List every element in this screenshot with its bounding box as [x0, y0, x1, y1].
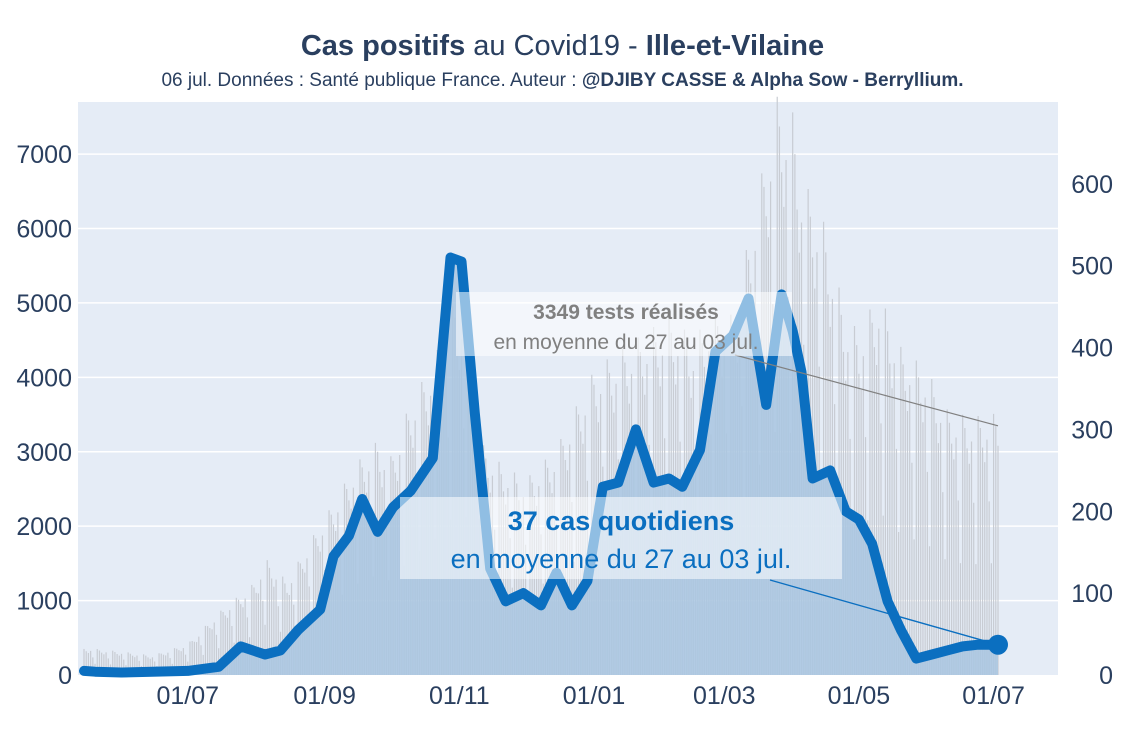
chart-title: Cas positifs au Covid19 - Ille-et-Vilain…: [0, 30, 1125, 63]
y-left-tick-label: 6000: [16, 216, 72, 244]
y-right-tick-label: 600: [1071, 171, 1113, 199]
x-axis-ticks: 01/07 01/09 01/11 01/01 01/03 01/05 01/07: [156, 682, 1024, 710]
title-region: Ille-et-Vilaine: [645, 30, 825, 62]
tests-annotation-box: [456, 292, 792, 356]
subtitle-bold: @DJIBY CASSE & Alpha Sow - Berryllium.: [581, 70, 964, 91]
title-bold: Cas positifs: [300, 30, 466, 62]
title-mid: au Covid19 -: [465, 30, 646, 62]
x-tick-label: 01/09: [293, 682, 356, 710]
x-tick-label: 01/05: [828, 682, 891, 710]
y-left-axis-ticks: 0 1000 2000 3000 4000 5000 6000 7000: [16, 141, 72, 690]
y-left-tick-label: 7000: [16, 141, 72, 169]
y-right-tick-label: 500: [1071, 253, 1113, 281]
cases-last-point-marker: [988, 634, 1008, 655]
tests-annotation-value: 3349 tests réalisés: [533, 301, 719, 324]
chart-subtitle: 06 jul. Données : Santé publique France.…: [0, 70, 1125, 92]
x-tick-label: 01/01: [563, 682, 626, 710]
y-right-tick-label: 0: [1099, 662, 1113, 690]
y-left-tick-label: 5000: [16, 290, 72, 318]
y-right-tick-label: 300: [1071, 416, 1113, 444]
y-right-tick-label: 200: [1071, 498, 1113, 526]
x-tick-label: 01/03: [693, 682, 756, 710]
annotation-layer: 3349 tests réalisés en moyenne du 27 au 0…: [400, 292, 1008, 655]
y-left-tick-label: 3000: [16, 439, 72, 467]
y-left-tick-label: 2000: [16, 513, 72, 541]
y-right-axis-ticks: 0 100 200 300 400 500 600: [1071, 171, 1113, 690]
x-tick-label: 01/07: [156, 682, 219, 710]
y-left-tick-label: 1000: [16, 588, 72, 616]
tests-annotation-arrow: [734, 354, 999, 427]
cases-annotation-box: [400, 497, 842, 579]
x-tick-label: 01/11: [429, 682, 490, 710]
cases-annotation-arrow: [769, 579, 999, 646]
cases-line: [79, 252, 1003, 678]
x-tick-label: 01/07: [962, 682, 1025, 710]
tests-annotation-subtext: en moyenne du 27 au 03 jul.: [493, 331, 758, 354]
cases-annotation-subtext: en moyenne du 27 au 03 jul.: [451, 544, 792, 574]
y-right-tick-label: 100: [1071, 580, 1113, 608]
y-left-tick-label: 0: [58, 662, 72, 690]
y-right-tick-label: 400: [1071, 335, 1113, 363]
y-left-tick-label: 4000: [16, 364, 72, 392]
subtitle-plain: 06 jul. Données : Santé publique France.…: [161, 70, 582, 91]
cases-annotation-value: 37 cas quotidiens: [508, 506, 735, 536]
